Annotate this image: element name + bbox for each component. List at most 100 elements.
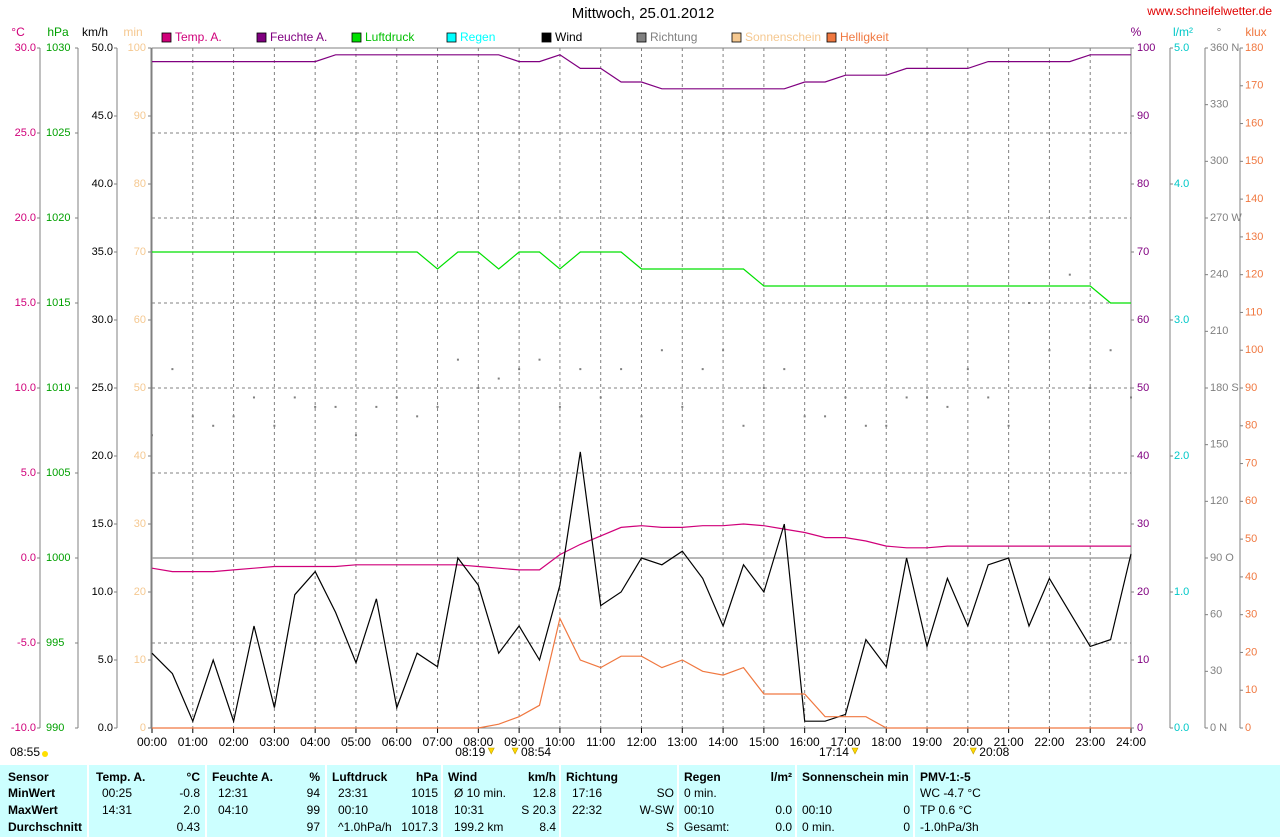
y-tick-label: -5.0 [17, 637, 36, 649]
y-tick-label: 2.0 [1174, 450, 1189, 462]
table-header: Wind [448, 770, 477, 784]
legend-swatch [446, 32, 457, 43]
direction-dot [538, 358, 541, 361]
y-tick-label: 25.0 [92, 382, 113, 394]
direction-dot [497, 377, 500, 380]
y-tick-label: 3.0 [1174, 314, 1189, 326]
direction-dot [1130, 396, 1132, 399]
axis-unit: ° [1217, 25, 1222, 39]
table-cell: 12.8 [533, 786, 557, 800]
y-tick-label: 0.0 [98, 722, 113, 734]
table-cell: 00:10 [684, 803, 714, 817]
sun-event-label: 20:08 [979, 745, 1009, 759]
x-tick-label: 09:00 [504, 735, 534, 749]
table-cell: 04:10 [218, 803, 248, 817]
legend-label: Regen [460, 30, 495, 44]
y-tick-label: -10.0 [11, 722, 36, 734]
table-cell: ^1.0hPa/h [338, 820, 392, 834]
direction-dot [620, 368, 623, 371]
y-tick-label: 10 [1245, 684, 1257, 696]
y-tick-label: 1015 [46, 297, 70, 309]
series-line [151, 451, 1132, 724]
y-tick-label: 140 [1245, 193, 1263, 205]
y-tick-label: 15.0 [15, 297, 36, 309]
table-cell: 1017.3 [401, 820, 438, 834]
table-header-unit: hPa [416, 770, 438, 784]
table-cell: 14:31 [102, 803, 132, 817]
y-tick-label: 30.0 [15, 42, 36, 54]
x-tick-label: 02:00 [219, 735, 249, 749]
y-tick-label: 110 [1245, 306, 1263, 318]
y-tick-label: 90 O [1210, 552, 1234, 564]
direction-dot [824, 415, 827, 418]
direction-dot [987, 396, 990, 399]
y-tick-label: 30 [1137, 518, 1149, 530]
y-tick-label: 5.0 [21, 467, 36, 479]
direction-dot [762, 387, 765, 389]
y-tick-label: 0.0 [21, 552, 36, 564]
direction-dot [1048, 349, 1051, 352]
table-cell: S 20.3 [521, 803, 556, 817]
direction-dot [395, 396, 398, 399]
table-row-label: MinWert [8, 786, 55, 800]
y-tick-label: 30.0 [92, 314, 113, 326]
direction-dot [966, 368, 969, 371]
x-tick-label: 14:00 [708, 735, 738, 749]
table-header: Sonnenschein min [802, 770, 909, 784]
sun-marker [851, 747, 859, 755]
y-tick-label: 40.0 [92, 178, 113, 190]
series-line [151, 523, 1131, 573]
x-tick-label: 24:00 [1116, 735, 1146, 749]
y-tick-label: 990 [46, 722, 64, 734]
sun-event-label: 08:19 [455, 745, 485, 759]
y-tick-label: 0 [1245, 722, 1251, 734]
table-header-unit: °C [187, 770, 201, 784]
y-tick-label: 20 [1245, 646, 1257, 658]
y-tick-label: 5.0 [98, 654, 113, 666]
axis-unit: °C [11, 25, 25, 39]
legend-swatch [351, 32, 362, 43]
y-tick-label: 180 [1245, 42, 1263, 54]
direction-dot [579, 368, 582, 371]
direction-dot [599, 396, 602, 399]
direction-dot [171, 368, 174, 371]
axis-unit: klux [1245, 25, 1266, 39]
y-tick-label: 20.0 [15, 212, 36, 224]
table-cell: 00:10 [802, 803, 832, 817]
y-tick-label: 4.0 [1174, 178, 1189, 190]
y-tick-label: 80 [134, 178, 146, 190]
direction-dot [477, 387, 480, 389]
table-cell: WC -4.7 °C [920, 786, 981, 800]
direction-dot [681, 405, 684, 408]
series-line [152, 616, 1131, 729]
table-cell: 0 [903, 820, 910, 834]
table-cell: Gesamt: [684, 820, 729, 834]
y-tick-label: 60 [1245, 495, 1257, 507]
table-cell: Ø 10 min. [454, 786, 506, 800]
direction-dot [1068, 273, 1071, 276]
table-cell: S [666, 820, 674, 834]
y-tick-label: 30 [1210, 665, 1222, 677]
y-tick-label: 1025 [46, 127, 70, 139]
direction-dot [293, 396, 296, 399]
y-tick-label: 210 [1210, 325, 1228, 337]
axis-unit: % [1131, 25, 1142, 39]
y-tick-label: 1.0 [1174, 586, 1189, 598]
table-cell: 8.4 [539, 820, 556, 834]
direction-dot [375, 405, 378, 408]
y-tick-label: 0 N [1210, 722, 1227, 734]
direction-dot [864, 424, 867, 427]
table-cell: 199.2 km [454, 820, 503, 834]
sun-marker [487, 747, 495, 755]
sun-icon [42, 751, 48, 757]
direction-dot [232, 415, 235, 418]
x-tick-label: 05:00 [341, 735, 371, 749]
y-tick-label: 1010 [46, 382, 70, 394]
y-tick-label: 60 [1137, 314, 1149, 326]
x-tick-label: 07:00 [423, 735, 453, 749]
axis-unit: km/h [82, 25, 108, 39]
direction-dot [783, 368, 786, 371]
table-cell: 1018 [411, 803, 438, 817]
y-tick-label: 35.0 [92, 246, 113, 258]
